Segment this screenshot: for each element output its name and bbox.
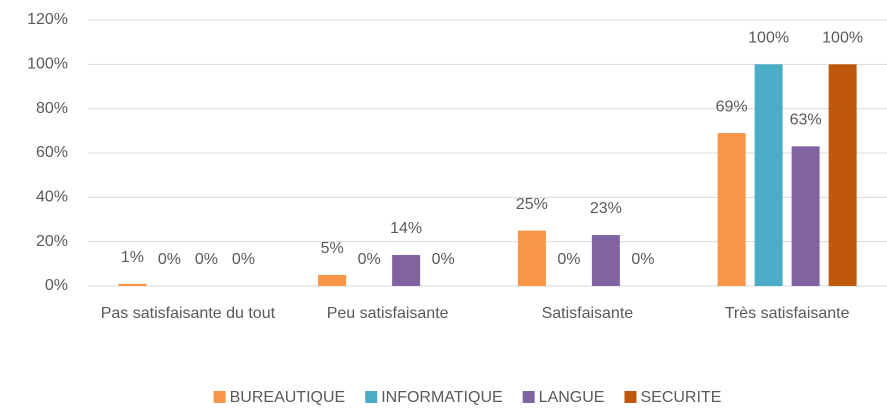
y-tick-label: 0% — [45, 277, 68, 294]
data-label: 63% — [790, 112, 822, 129]
data-label: 0% — [557, 251, 580, 268]
legend-swatch — [365, 391, 378, 403]
y-tick-label: 40% — [36, 189, 68, 206]
legend-label: SECURITE — [640, 389, 721, 406]
data-label: 100% — [822, 30, 863, 47]
legend-swatch — [624, 391, 637, 403]
bar — [118, 283, 147, 286]
bar — [318, 274, 347, 286]
bar — [828, 64, 857, 286]
data-label: 14% — [390, 220, 422, 237]
data-label: 100% — [748, 30, 789, 47]
bar — [754, 64, 783, 286]
x-tick-label: Peu satisfaisante — [327, 305, 449, 322]
legend-swatch — [522, 391, 535, 403]
data-label: 0% — [432, 251, 455, 268]
data-label: 5% — [321, 240, 344, 257]
bar — [791, 146, 820, 286]
data-label: 25% — [516, 196, 548, 213]
data-label: 0% — [631, 251, 654, 268]
y-tick-label: 60% — [36, 144, 68, 161]
x-tick-label: Pas satisfaisante du tout — [101, 305, 276, 322]
data-label: 23% — [590, 200, 622, 217]
data-label: 0% — [158, 251, 181, 268]
x-tick-label: Très satisfaisante — [725, 305, 850, 322]
data-label: 1% — [121, 249, 144, 266]
data-label: 0% — [232, 251, 255, 268]
legend-label: INFORMATIQUE — [381, 389, 502, 406]
bar — [591, 235, 620, 286]
data-label: 69% — [716, 98, 748, 115]
y-tick-label: 100% — [27, 56, 68, 73]
data-label: 0% — [195, 251, 218, 268]
bar — [517, 230, 546, 286]
legend-label: LANGUE — [539, 389, 605, 406]
bar — [717, 133, 746, 286]
legend-swatch — [213, 391, 226, 403]
y-tick-label: 20% — [36, 233, 68, 250]
data-label: 0% — [358, 251, 381, 268]
bar — [392, 254, 421, 286]
y-tick-label: 80% — [36, 100, 68, 117]
legend-label: BUREAUTIQUE — [230, 389, 346, 406]
x-tick-label: Satisfaisante — [542, 305, 634, 322]
y-tick-label: 120% — [27, 11, 68, 28]
